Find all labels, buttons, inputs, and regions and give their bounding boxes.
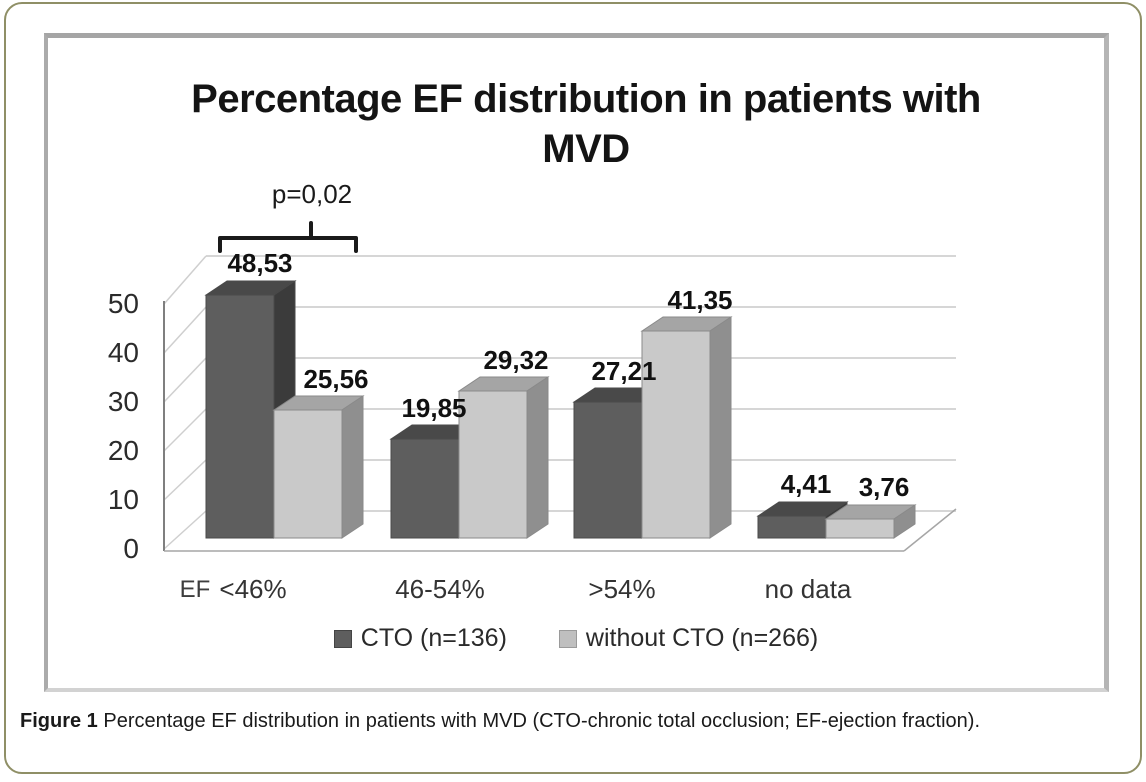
ytick-40: 40 (108, 337, 139, 368)
p-value-annotation: p=0,02 (271, 179, 353, 209)
ytick-10: 10 (108, 484, 139, 515)
ytick-0: 0 (123, 533, 139, 564)
category-label-lt46: <46% (219, 574, 287, 604)
x-axis-title-ef: EF (179, 576, 211, 603)
category-label-nodata: no data (764, 574, 852, 604)
chart-plot-area: 50 40 30 20 10 0 (108, 221, 957, 564)
bar-withoutcto-gt54 (640, 316, 733, 539)
figure-caption-label: Figure 1 (20, 710, 98, 732)
legend-swatch-withoutcto (558, 629, 577, 648)
value-labels: 48,53 25,56 19,85 29,32 27,21 41,35 4,41… (227, 248, 909, 502)
bar-withoutcto-nodata (824, 504, 917, 539)
chart-title: Percentage EF distribution in patients w… (191, 77, 981, 171)
bar-withoutcto-lt46 (272, 395, 365, 539)
figure-caption: Figure 1 Percentage EF distribution in p… (20, 710, 1120, 733)
value-label-cto-nodata: 4,41 (781, 469, 832, 499)
bar-withoutcto-46-54 (457, 376, 550, 539)
legend-swatch-cto (333, 629, 352, 648)
value-label-withoutcto-gt54: 41,35 (667, 285, 732, 315)
value-label-cto-gt54: 27,21 (591, 356, 656, 386)
legend-label-withoutcto: without CTO (n=266) (585, 624, 819, 652)
ytick-30: 30 (108, 386, 139, 417)
value-label-cto-46-54: 19,85 (401, 393, 466, 423)
figure-caption-text: Percentage EF distribution in patients w… (103, 710, 981, 732)
floor-outline (164, 508, 957, 552)
figure-frame: Percentage EF distribution in patients w… (4, 2, 1142, 774)
category-label-gt54: >54% (588, 574, 656, 604)
gridline-depth-connectors (163, 255, 207, 550)
legend-label-cto: CTO (n=136) (360, 624, 507, 652)
p-value-bracket (218, 221, 358, 253)
value-label-withoutcto-46-54: 29,32 (483, 345, 548, 375)
value-label-withoutcto-nodata: 3,76 (859, 472, 910, 502)
category-label-46-54: 46-54% (395, 574, 485, 604)
ytick-50: 50 (108, 288, 139, 319)
legend-item-withoutcto: without CTO (n=266) (558, 624, 819, 653)
legend-item-cto: CTO (n=136) (333, 624, 507, 653)
value-label-cto-lt46: 48,53 (227, 248, 292, 278)
y-axis-tick-labels: 50 40 30 20 10 0 (108, 288, 139, 564)
chart-legend: CTO (n=136) without CTO (n=266) (156, 624, 996, 653)
value-label-withoutcto-lt46: 25,56 (303, 364, 368, 394)
ytick-20: 20 (108, 435, 139, 466)
